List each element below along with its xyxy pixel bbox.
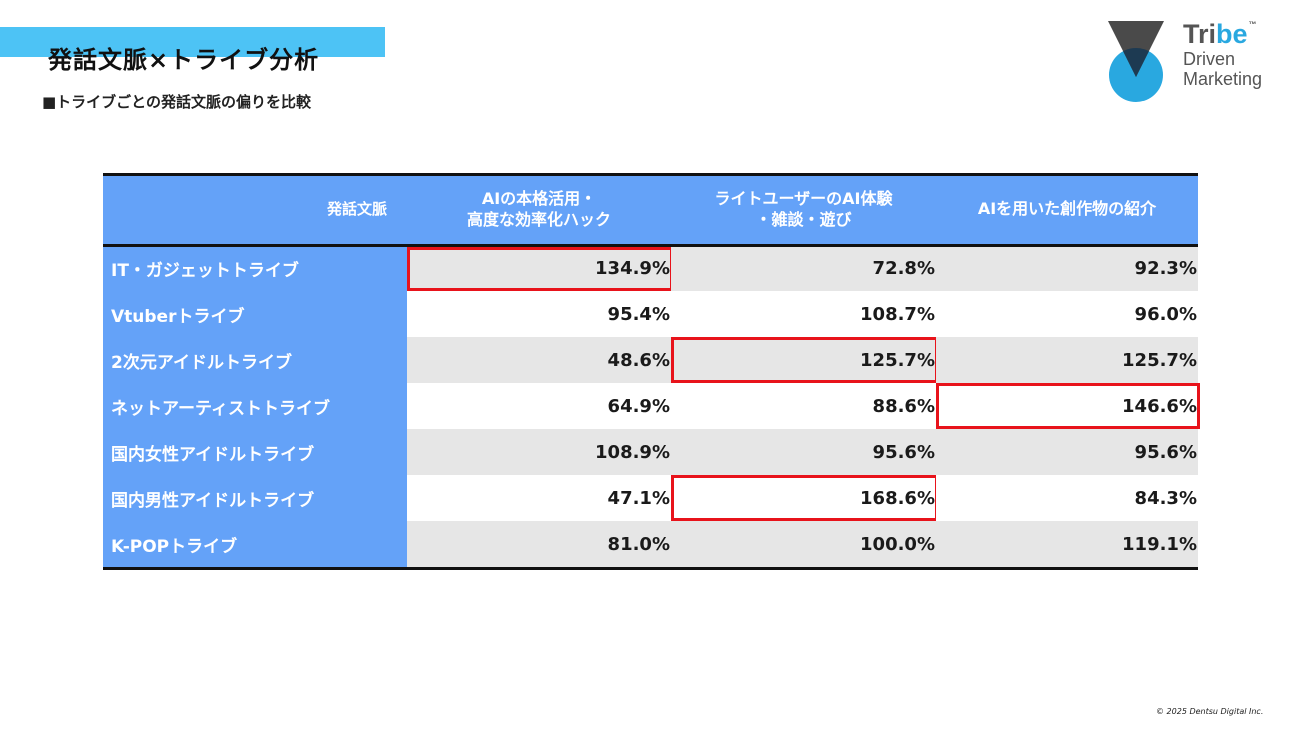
header-col-advanced-ai-use: AIの本格活用・ 高度な効率化ハック [466,188,611,229]
value-cell: 125.7% [936,337,1198,383]
row-label: IT・ガジェットトライブ [103,245,407,291]
value-cell: 95.6% [671,429,936,475]
header-col-light-user-ai-experience: ライトユーザーのAI体験 ・雑談・遊び [714,188,893,229]
logo-trademark: ™ [1248,20,1257,29]
row-label: K-POPトライブ [103,521,407,567]
value-cell: 100.0% [671,521,936,567]
row-label: 国内女性アイドルトライブ [103,429,407,475]
value-cell-highlighted: 134.9% [407,245,673,291]
value-cell: 96.0% [936,291,1198,337]
title-accent-bar [0,27,385,57]
value-cell: 95.6% [936,429,1198,475]
table-row: 2次元アイドルトライブ 48.6% 125.7% 125.7% [103,337,1198,383]
logo-wordmark: Tribe™ Driven Marketing [1183,19,1263,89]
table-row: 国内女性アイドルトライブ 108.9% 95.6% 95.6% [103,429,1198,475]
table-row: K-POPトライブ 81.0% 100.0% 119.1% [103,521,1198,567]
page-title: 発話文脈×トライブ分析 [48,46,320,74]
tribe-driven-marketing-logo: Tribe™ Driven Marketing [1106,19,1286,105]
table-row: ネットアーティストトライブ 64.9% 88.6% 146.6% [103,383,1200,429]
triangle-over-circle-logo-icon [1108,21,1164,102]
table-header-row: 発話文脈 AIの本格活用・ 高度な効率化ハック ライトユーザーのAI体験 ・雑談… [103,176,1198,245]
value-cell: 108.7% [671,291,936,337]
logo-line-marketing: Marketing [1183,69,1263,89]
value-cell: 81.0% [407,521,671,567]
copyright-notice: © 2025 Dentsu Digital Inc. [1156,707,1264,716]
row-label: Vtuberトライブ [103,291,407,337]
value-cell-highlighted: 146.6% [936,383,1200,429]
row-label: ネットアーティストトライブ [103,383,407,429]
table-row: IT・ガジェットトライブ 134.9% 72.8% 92.3% [103,245,1198,291]
header-col-ai-creations-intro: AIを用いた創作物の紹介 [977,199,1157,219]
value-cell-highlighted: 125.7% [671,337,938,383]
page-subtitle: ■トライブごとの発話文脈の偏りを比較 [42,93,312,111]
table-row: 国内男性アイドルトライブ 47.1% 168.6% 84.3% [103,475,1198,521]
row-label: 国内男性アイドルトライブ [103,475,407,521]
logo-tribe-prefix: Tri [1183,19,1217,49]
value-cell: 84.3% [936,475,1198,521]
table-row: Vtuberトライブ 95.4% 108.7% 96.0% [103,291,1198,337]
value-cell: 72.8% [671,245,936,291]
value-cell-highlighted: 168.6% [671,475,938,521]
context-by-tribe-table: 発話文脈 AIの本格活用・ 高度な効率化ハック ライトユーザーのAI体験 ・雑談… [103,173,1200,570]
value-cell: 95.4% [407,291,671,337]
value-cell: 92.3% [936,245,1198,291]
value-cell: 88.6% [671,383,936,429]
logo-tribe-accent: be [1216,19,1248,49]
value-cell: 108.9% [407,429,671,475]
row-label: 2次元アイドルトライブ [103,337,407,383]
logo-line-driven: Driven [1183,49,1236,69]
header-corner-context: 発話文脈 [326,200,387,218]
value-cell: 48.6% [407,337,671,383]
value-cell: 47.1% [407,475,671,521]
value-cell: 119.1% [936,521,1198,567]
value-cell: 64.9% [407,383,671,429]
